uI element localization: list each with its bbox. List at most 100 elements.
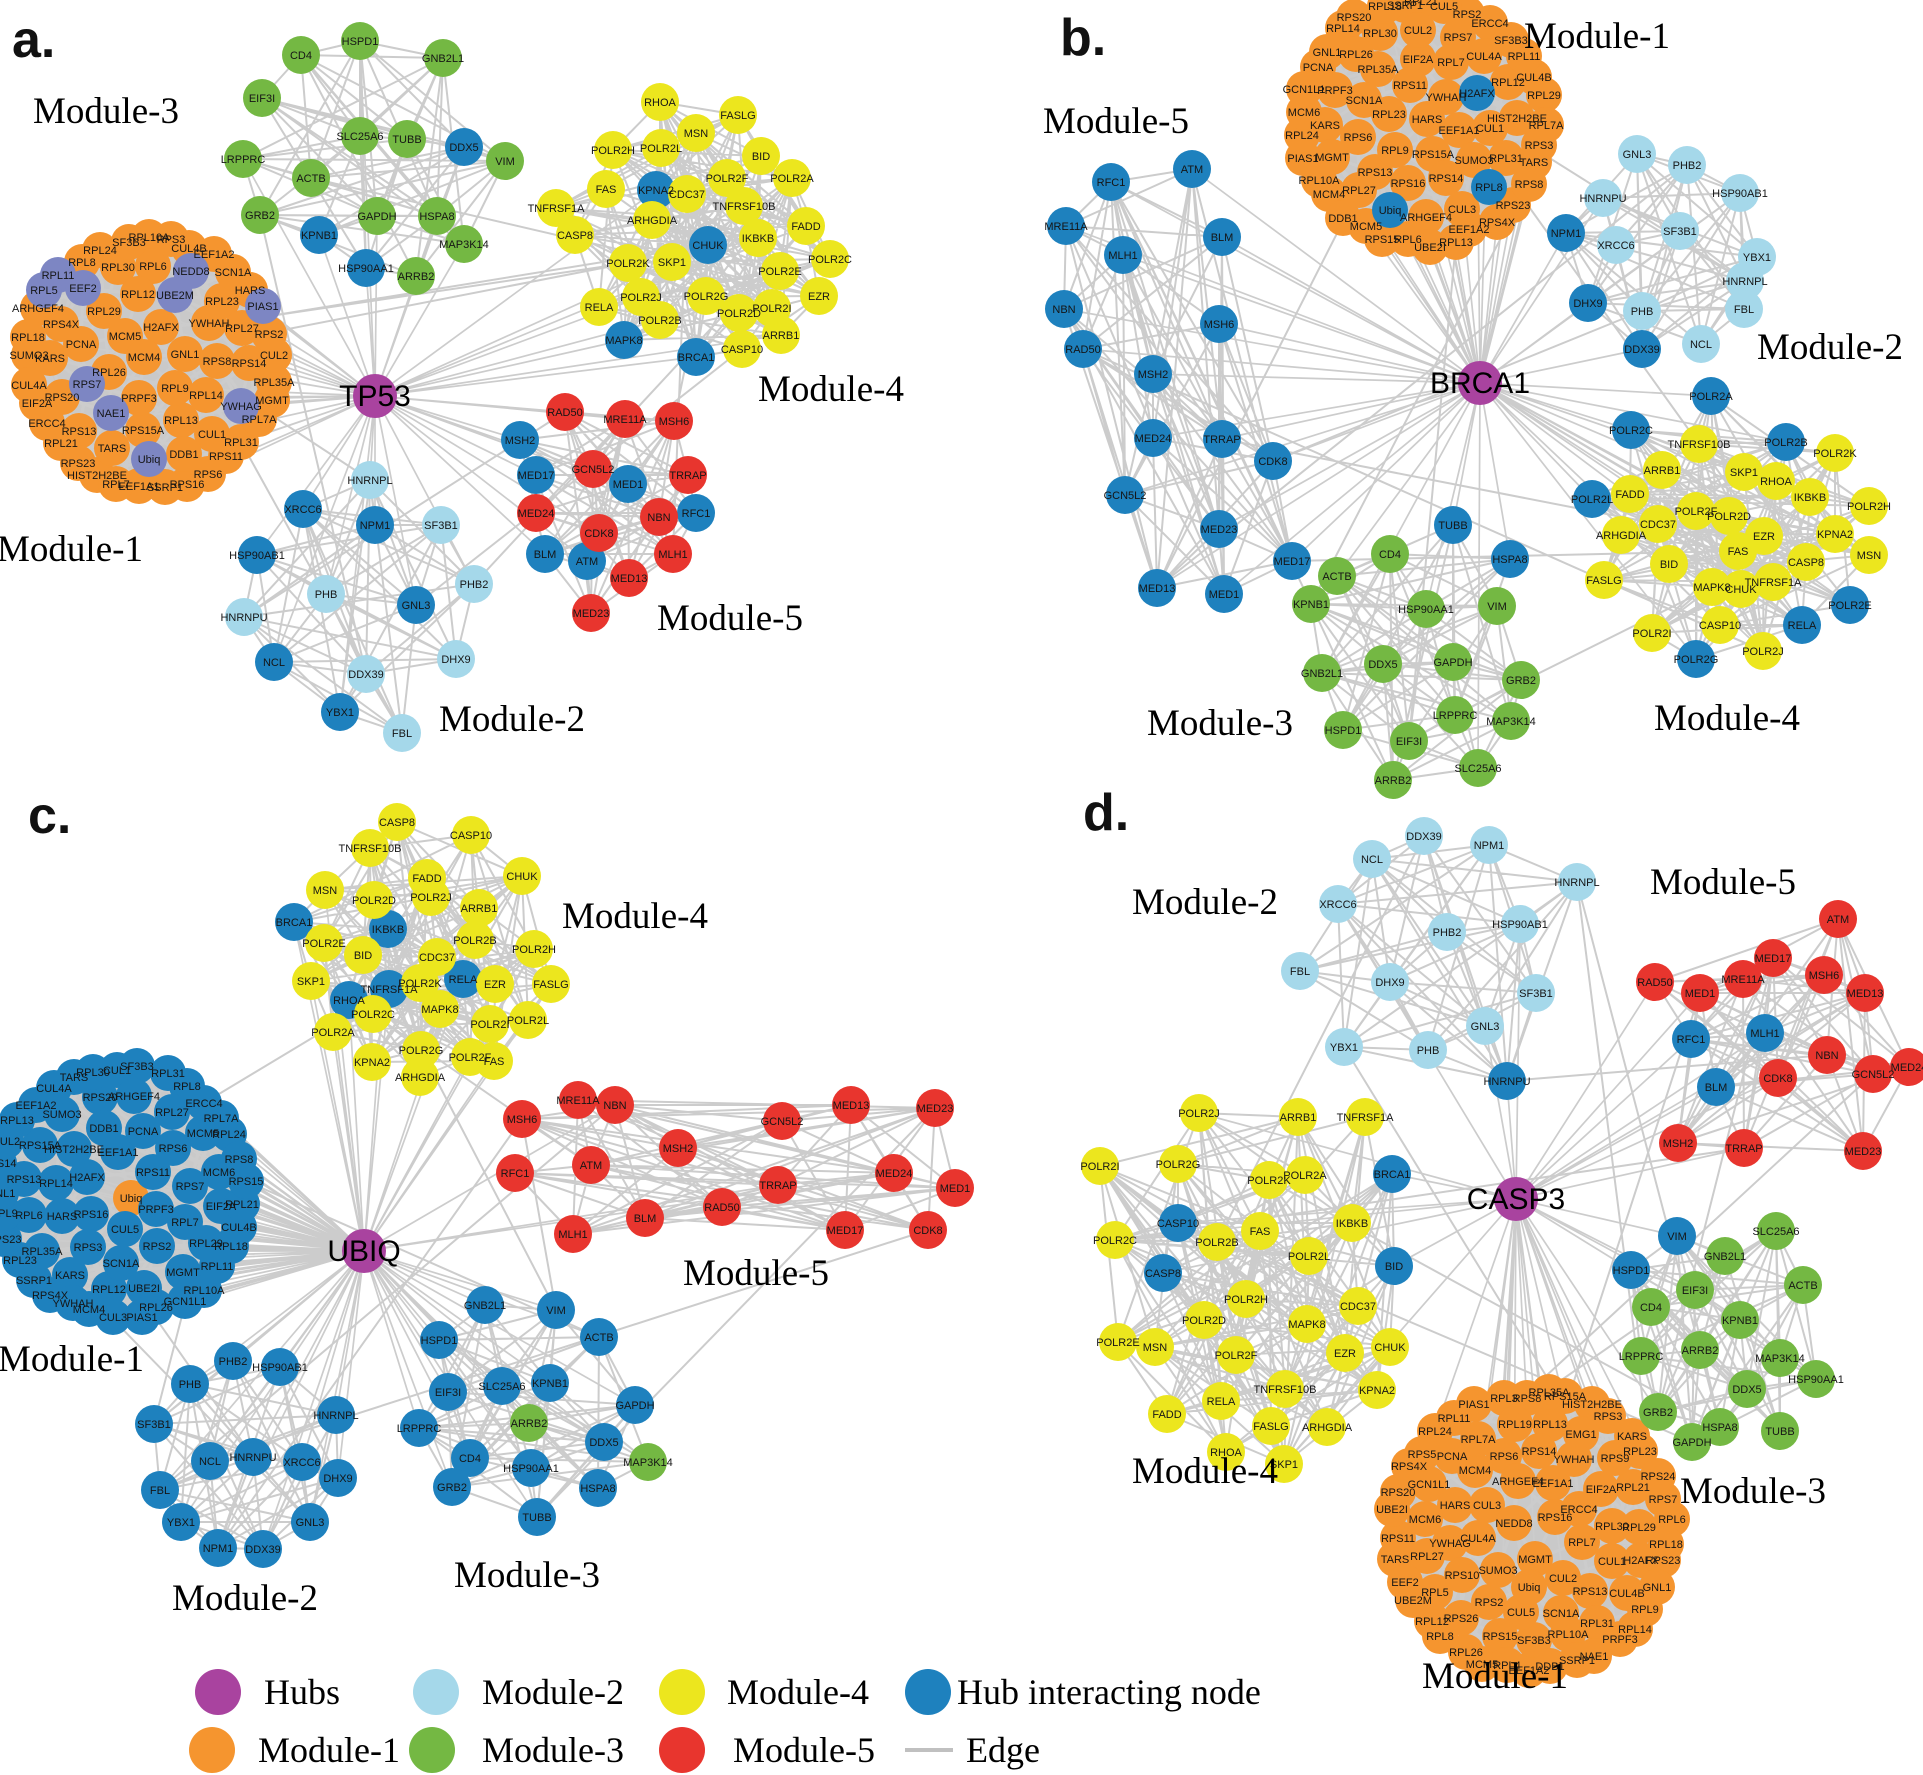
svg-text:MCM5: MCM5	[109, 331, 141, 343]
svg-text:RPS14: RPS14	[232, 358, 267, 370]
svg-text:RPS24: RPS24	[1641, 1471, 1676, 1483]
svg-text:KPNB1: KPNB1	[1293, 599, 1329, 611]
svg-text:RPL27: RPL27	[225, 323, 259, 335]
svg-text:SLC25A6: SLC25A6	[1454, 763, 1501, 775]
svg-text:RPS16: RPS16	[1538, 1512, 1573, 1524]
svg-text:MCM4: MCM4	[128, 352, 160, 364]
svg-text:SSRP1: SSRP1	[147, 482, 183, 494]
svg-text:IKBKB: IKBKB	[742, 233, 774, 245]
svg-text:MED1: MED1	[613, 479, 644, 491]
svg-text:HSPD1: HSPD1	[342, 36, 379, 48]
svg-text:SCN1A: SCN1A	[103, 1258, 140, 1270]
svg-text:RPS6: RPS6	[194, 469, 223, 481]
svg-text:CDK8: CDK8	[584, 528, 613, 540]
svg-text:RPS4X: RPS4X	[43, 319, 80, 331]
svg-text:PRPF3: PRPF3	[138, 1204, 173, 1216]
svg-text:RPL29: RPL29	[1527, 90, 1561, 102]
svg-text:BLM: BLM	[1705, 1082, 1728, 1094]
svg-text:RPS20: RPS20	[1381, 1487, 1416, 1499]
svg-text:BLM: BLM	[634, 1213, 657, 1225]
svg-text:HSP90AA1: HSP90AA1	[338, 263, 394, 275]
svg-text:CUL4B: CUL4B	[1609, 1588, 1644, 1600]
svg-text:VIM: VIM	[546, 1305, 566, 1317]
svg-text:PHB2: PHB2	[219, 1356, 248, 1368]
svg-text:RPS20: RPS20	[45, 392, 80, 404]
svg-text:CUL5: CUL5	[1507, 1607, 1535, 1619]
svg-text:MED23: MED23	[917, 1103, 954, 1115]
svg-text:c.: c.	[28, 787, 71, 845]
svg-text:TUBB: TUBB	[1438, 520, 1467, 532]
svg-text:FAS: FAS	[1250, 1226, 1271, 1238]
svg-text:CUL1: CUL1	[103, 1065, 131, 1077]
svg-text:KARS: KARS	[1617, 1431, 1647, 1443]
svg-text:a.: a.	[12, 11, 55, 69]
svg-text:RPS15: RPS15	[1483, 1631, 1518, 1643]
svg-text:EEF1A1: EEF1A1	[1533, 1478, 1574, 1490]
svg-text:PRPF3: PRPF3	[1317, 85, 1352, 97]
svg-text:SF3B1: SF3B1	[1519, 988, 1553, 1000]
svg-text:GRB2: GRB2	[437, 1482, 467, 1494]
svg-text:CUL4A: CUL4A	[36, 1083, 72, 1095]
svg-text:CUL3: CUL3	[99, 1312, 127, 1324]
svg-text:RPL9: RPL9	[0, 1208, 18, 1220]
svg-text:RPL29: RPL29	[87, 306, 121, 318]
svg-text:Ubiq: Ubiq	[138, 454, 161, 466]
svg-text:Module-2: Module-2	[172, 1578, 318, 1619]
svg-text:RELA: RELA	[585, 302, 614, 314]
svg-text:GCN1L1: GCN1L1	[164, 1296, 207, 1308]
svg-text:RHOA: RHOA	[1760, 476, 1792, 488]
svg-text:CDK8: CDK8	[913, 1225, 942, 1237]
svg-text:POLR2J: POLR2J	[1178, 1108, 1220, 1120]
svg-text:Module-5: Module-5	[657, 598, 803, 639]
svg-text:RPL35A: RPL35A	[1529, 1387, 1571, 1399]
svg-text:GRB2: GRB2	[245, 210, 275, 222]
svg-text:Hub interacting node: Hub interacting node	[957, 1672, 1261, 1712]
svg-text:GNL3: GNL3	[296, 1517, 325, 1529]
svg-text:MSH2: MSH2	[1138, 369, 1169, 381]
svg-text:SUMO3: SUMO3	[9, 350, 48, 362]
svg-text:RPS7: RPS7	[1649, 1494, 1678, 1506]
svg-text:RPL10A: RPL10A	[1548, 1629, 1590, 1641]
svg-text:MED24: MED24	[876, 1168, 913, 1180]
svg-text:ACTB: ACTB	[1322, 571, 1351, 583]
svg-text:RPL7A: RPL7A	[204, 1113, 240, 1125]
svg-text:Module-1: Module-1	[1422, 1656, 1568, 1697]
svg-text:Module-1: Module-1	[258, 1730, 400, 1770]
svg-text:DDB1: DDB1	[1328, 213, 1357, 225]
svg-text:SF3B1: SF3B1	[424, 520, 458, 532]
svg-text:FAS: FAS	[1728, 546, 1749, 558]
svg-text:TNFRSF10B: TNFRSF10B	[1668, 439, 1731, 451]
svg-text:MSH2: MSH2	[505, 435, 536, 447]
svg-text:RPS8: RPS8	[1515, 179, 1544, 191]
svg-text:RPL31: RPL31	[224, 437, 258, 449]
svg-text:POLR2B: POLR2B	[1764, 437, 1807, 449]
svg-text:POLR2F: POLR2F	[706, 173, 749, 185]
svg-text:FASLG: FASLG	[1586, 575, 1621, 587]
svg-text:HSP90AB1: HSP90AB1	[252, 1362, 308, 1374]
svg-text:POLR2F: POLR2F	[1215, 1350, 1258, 1362]
svg-text:FAS: FAS	[484, 1056, 505, 1068]
svg-text:CDK8: CDK8	[1258, 456, 1287, 468]
svg-text:PHB: PHB	[179, 1379, 202, 1391]
svg-text:RPS15: RPS15	[229, 1176, 264, 1188]
svg-text:PRPF3: PRPF3	[1602, 1634, 1637, 1646]
svg-text:Module-2: Module-2	[482, 1672, 624, 1712]
svg-text:SCN1A: SCN1A	[215, 267, 252, 279]
svg-text:CUL2: CUL2	[1404, 25, 1432, 37]
svg-text:GCN5L2: GCN5L2	[572, 464, 615, 476]
svg-text:POLR2A: POLR2A	[1283, 1170, 1327, 1182]
svg-text:RPS15A: RPS15A	[122, 425, 165, 437]
svg-text:RPL11: RPL11	[42, 270, 75, 282]
svg-text:EZR: EZR	[1753, 531, 1775, 543]
svg-text:RPL26: RPL26	[1339, 49, 1373, 61]
svg-text:GAPDH: GAPDH	[615, 1400, 654, 1412]
svg-text:SKP1: SKP1	[658, 257, 686, 269]
svg-text:HARS: HARS	[1412, 114, 1443, 126]
svg-text:DDX39: DDX39	[245, 1544, 280, 1556]
svg-text:EIF2A: EIF2A	[22, 398, 53, 410]
svg-text:RPL18: RPL18	[11, 332, 45, 344]
svg-text:POLR2I: POLR2I	[1632, 628, 1671, 640]
svg-text:RPL7: RPL7	[1568, 1537, 1596, 1549]
svg-text:EIF2A: EIF2A	[206, 1201, 237, 1213]
svg-text:GCN5L2: GCN5L2	[761, 1116, 804, 1128]
